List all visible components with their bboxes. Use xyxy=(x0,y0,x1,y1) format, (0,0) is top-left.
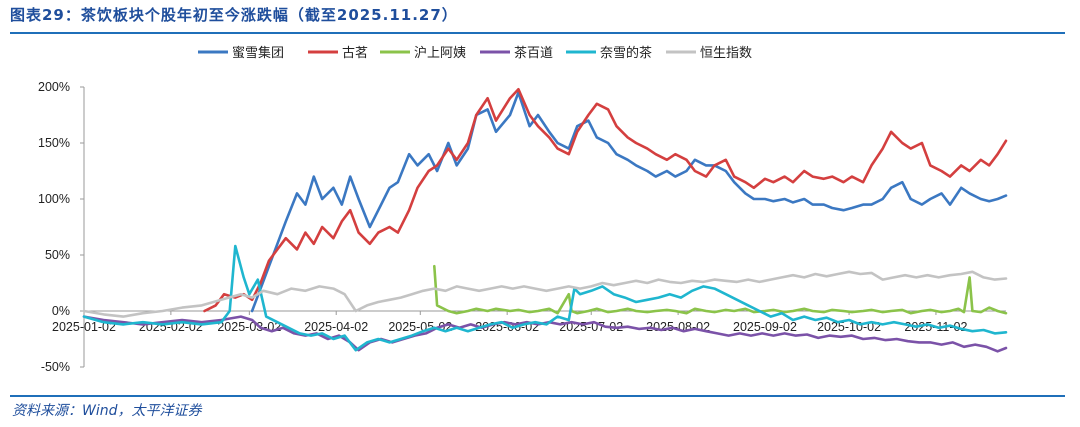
series-line-5 xyxy=(82,244,1008,352)
y-tick-label: 50% xyxy=(45,248,70,262)
series-line-1 xyxy=(250,91,1008,313)
x-tick-label: 2025-08-02 xyxy=(646,320,710,334)
x-tick-label: 2025-04-02 xyxy=(304,320,368,334)
legend-label: 蜜雪集团 xyxy=(232,45,284,61)
chart-legend: 蜜雪集团 古茗 沪上阿姨 茶百道 奈雪的茶 恒生指数 xyxy=(198,45,752,61)
legend-label: 古茗 xyxy=(342,46,368,61)
top-rule xyxy=(10,32,1065,34)
series-line-3 xyxy=(433,264,1008,315)
figure-title: 图表29：茶饮板块个股年初至今涨跌幅（截至2025.11.27） xyxy=(10,6,458,24)
y-axis: -50% 0% 50% 100% 150% 200% xyxy=(38,80,85,374)
series-line-6 xyxy=(82,270,1008,318)
bottom-rule xyxy=(10,395,1065,397)
y-tick-label: -50% xyxy=(41,360,70,374)
y-tick-label: 0% xyxy=(52,304,70,318)
series-line-4 xyxy=(82,315,1008,353)
legend-label: 沪上阿姨 xyxy=(414,45,466,61)
x-tick-label: 2025-05-02 xyxy=(388,320,452,334)
y-tick-label: 200% xyxy=(38,80,70,94)
source-note: 资料来源：Wind，太平洋证券 xyxy=(12,403,202,419)
chart-series xyxy=(82,87,1008,353)
legend-label: 茶百道 xyxy=(514,45,553,61)
x-tick-label: 2025-09-02 xyxy=(733,320,797,334)
series-line-2 xyxy=(203,87,1008,313)
legend-label: 奈雪的茶 xyxy=(600,45,652,61)
y-tick-label: 100% xyxy=(38,192,70,206)
legend-label: 恒生指数 xyxy=(700,46,752,61)
y-tick-label: 150% xyxy=(38,136,70,150)
x-tick-label: 2025-01-02 xyxy=(52,320,116,334)
